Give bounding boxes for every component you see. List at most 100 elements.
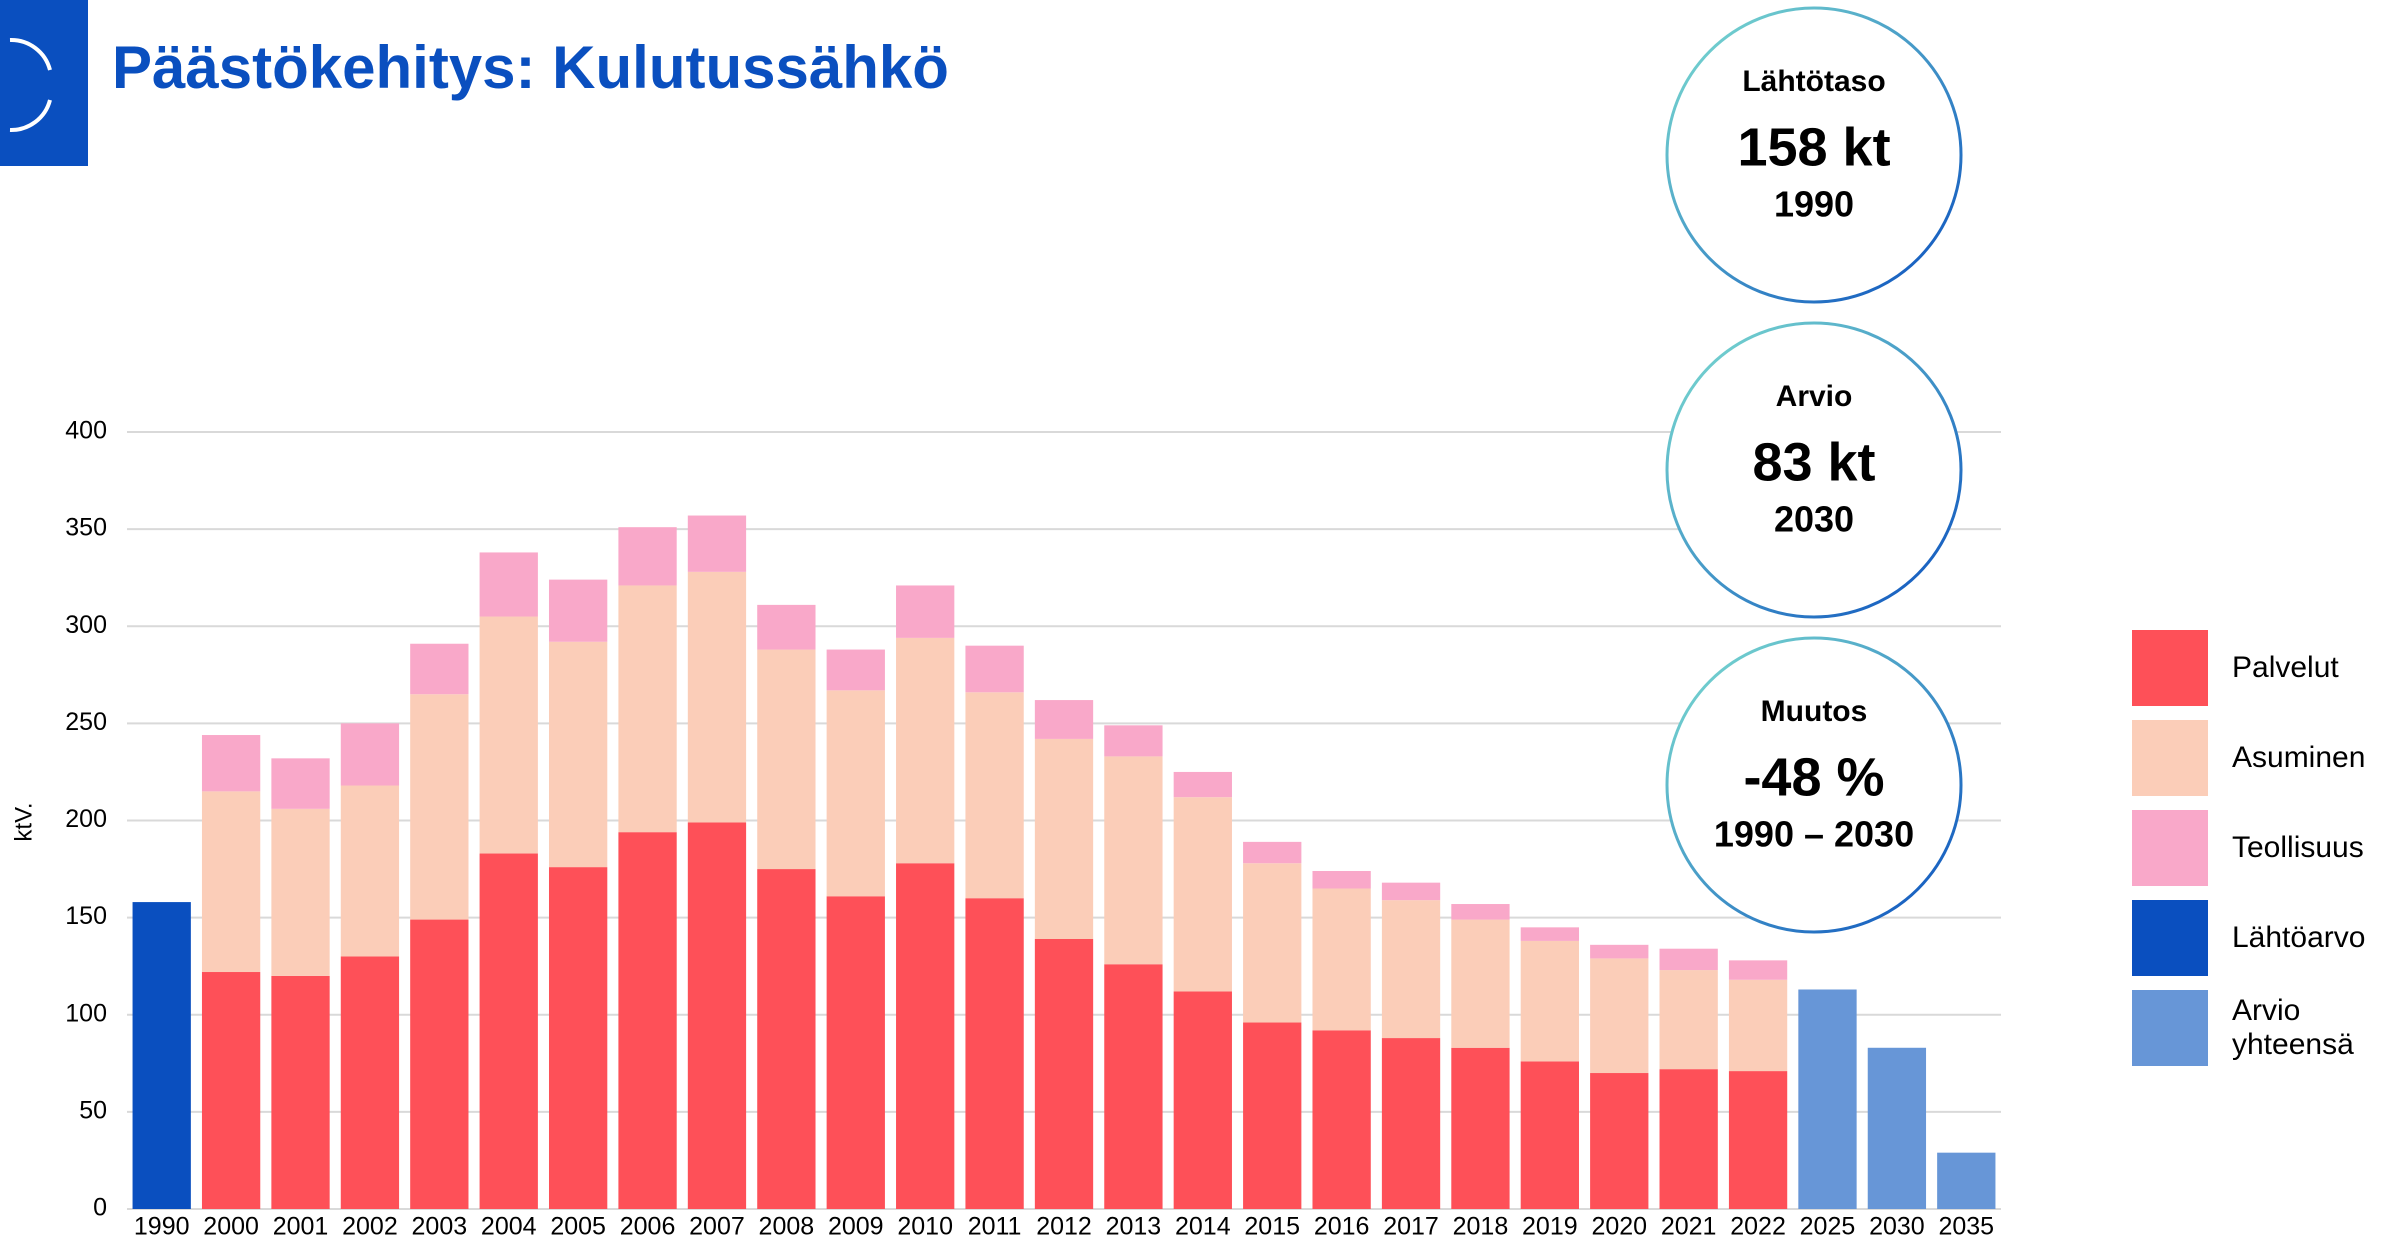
bar-segment [479, 616, 538, 854]
bar-segment [1520, 927, 1580, 941]
bar-segment [618, 527, 677, 586]
x-tick-label: 2022 [1730, 1213, 1786, 1241]
x-tick-label: 2014 [1175, 1213, 1231, 1241]
bar-segment [1034, 700, 1094, 739]
legend-label: Arvio yhteensä [2232, 994, 2354, 1061]
info-value: -48 % [1743, 747, 1884, 807]
bar-segment [1104, 756, 1163, 965]
bar-segment [410, 694, 469, 920]
bar-segment [410, 643, 469, 695]
bar-segment [1243, 841, 1302, 864]
bar-segment [271, 808, 330, 976]
bar-segment [1173, 771, 1232, 798]
bar-segment [687, 571, 747, 823]
x-tick-label: 2011 [968, 1213, 1022, 1241]
bar-segment [1381, 882, 1441, 901]
legend-label: Asuminen [2232, 741, 2366, 774]
x-tick-label: 2016 [1314, 1213, 1370, 1241]
bar-segment [201, 791, 261, 973]
legend-item: Palvelut [2132, 630, 2384, 706]
y-tick-label: 300 [65, 611, 107, 639]
chart-title: Päästökehitys: Kulutussähkö [112, 34, 949, 101]
bar-segment [1173, 797, 1232, 992]
x-tick-label: 2001 [273, 1213, 329, 1241]
legend-label: Lähtöarvo [2232, 921, 2366, 954]
legend-label: Teollisuus [2232, 831, 2364, 864]
y-tick-label: 0 [93, 1194, 107, 1222]
x-tick-label: 2008 [759, 1213, 815, 1241]
legend-swatch [2132, 630, 2208, 706]
bar-segment [1451, 904, 1510, 920]
y-axis-label: ktV. [10, 802, 37, 841]
logo-icon [9, 37, 52, 133]
bar-segment [826, 896, 885, 1209]
bar-segment [896, 585, 955, 638]
x-tick-label: 2018 [1453, 1213, 1509, 1241]
x-tick-label: 2013 [1106, 1213, 1162, 1241]
legend-swatch [2132, 720, 2208, 796]
bar-segment [1728, 979, 1788, 1072]
bar-segment [271, 975, 330, 1209]
bar-segment [1381, 900, 1441, 1039]
bar-segment [1243, 1022, 1302, 1209]
y-tick-label: 150 [65, 902, 107, 930]
info-label: Muutos [1761, 695, 1868, 728]
info-label: Lähtötaso [1742, 65, 1885, 98]
bar-segment [1867, 1047, 1927, 1209]
info-period: 1990 – 2030 [1714, 814, 1914, 855]
bar-segment [1104, 725, 1163, 757]
bar-segment [548, 579, 608, 642]
bar-segment [826, 649, 885, 691]
info-period: 2030 [1774, 499, 1854, 540]
bar-segment [201, 735, 261, 792]
bar-segment [479, 853, 538, 1209]
bar-segment [1520, 1061, 1580, 1209]
x-tick-label: 2017 [1383, 1213, 1439, 1241]
bar-segment [1590, 944, 1649, 959]
legend-swatch [2132, 900, 2208, 976]
x-tick-label: 2019 [1522, 1213, 1578, 1241]
info-value: 83 kt [1752, 432, 1875, 492]
legend-swatch [2132, 990, 2208, 1066]
bar-segment [1798, 989, 1857, 1209]
bar-segment [1590, 1073, 1649, 1209]
bar-segment [757, 649, 816, 870]
legend-item: Teollisuus [2132, 810, 2384, 886]
y-tick-label: 200 [65, 805, 107, 833]
bar-segment [548, 867, 608, 1209]
bar-segment [757, 604, 816, 650]
bar-segment [1243, 863, 1302, 1023]
x-tick-label: 2000 [203, 1213, 259, 1241]
x-tick-label: 2002 [342, 1213, 398, 1241]
x-tick-label: 2006 [620, 1213, 676, 1241]
bar-segment [618, 832, 677, 1209]
x-tick-label: 1990 [134, 1213, 190, 1241]
x-tick-label: 2035 [1938, 1213, 1994, 1241]
x-tick-label: 2012 [1036, 1213, 1092, 1241]
bar-segment [826, 690, 885, 897]
x-tick-label: 2030 [1869, 1213, 1925, 1241]
bar-segment [548, 641, 608, 868]
x-tick-label: 2021 [1661, 1213, 1717, 1241]
bar-segment [340, 785, 400, 957]
y-tick-label: 50 [79, 1096, 107, 1124]
bar-segment [1728, 1071, 1788, 1209]
bar-segment [618, 585, 677, 833]
bar-segment [965, 692, 1024, 899]
bar-segment [1173, 991, 1232, 1209]
info-circle [1665, 6, 1963, 304]
info-label: Arvio [1776, 380, 1853, 413]
bar-segment [1659, 1069, 1718, 1209]
legend-swatch [2132, 810, 2208, 886]
legend-label: Palvelut [2232, 651, 2339, 684]
bar-segment [1312, 871, 1371, 889]
bar-segment [1937, 1152, 1996, 1209]
bar-segment [1312, 888, 1371, 1031]
bar-segment [410, 919, 469, 1209]
y-tick-label: 100 [65, 999, 107, 1027]
bar-segment [1451, 919, 1510, 1048]
x-tick-label: 2009 [828, 1213, 884, 1241]
bar-segment [1104, 964, 1163, 1209]
bar-segment [687, 822, 747, 1209]
